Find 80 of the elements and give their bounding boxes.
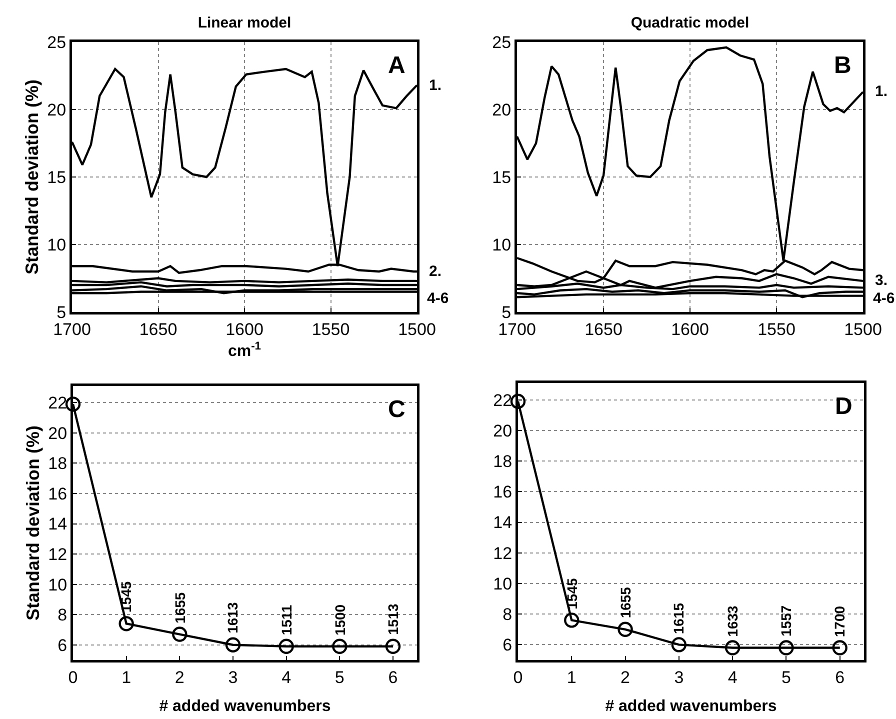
y-tick-label: 18: [48, 454, 68, 474]
y-tick-label: 8: [58, 606, 68, 625]
x-axis-title: # added wavenumbers: [605, 698, 777, 715]
x-tick-label: 0: [68, 668, 78, 687]
series-label: 1.: [429, 77, 442, 94]
x-axis-title: cm$^{-1}$: [228, 340, 262, 360]
annotation: 1655: [172, 592, 188, 624]
annotation: 1633: [724, 605, 740, 637]
y-tick-label: 20: [493, 421, 512, 440]
y-tick-label: 10: [47, 235, 66, 254]
y-tick-label: 5: [502, 302, 512, 322]
y-axis-title: Standard deviation (%): [22, 79, 42, 275]
y-tick-label: 6: [502, 636, 512, 655]
chart-title: Quadratic model: [630, 14, 750, 32]
annotation: 1700: [832, 606, 848, 638]
x-tick-label: 6: [388, 668, 398, 687]
x-tick-label: 1650: [139, 320, 178, 339]
x-tick-label: 1700: [53, 320, 91, 339]
x-tick-label: 2: [174, 668, 184, 687]
annotation: C: [388, 396, 406, 423]
x-tick-label: 3: [228, 668, 238, 687]
chart-title: Linear model: [198, 14, 292, 32]
series-label: 1.: [875, 83, 888, 100]
annotation: B: [834, 52, 852, 79]
x-tick-label: 1650: [584, 320, 622, 339]
y-tick-label: 14: [493, 513, 512, 532]
annotation: 1655: [617, 586, 634, 618]
y-tick-label: 20: [492, 100, 512, 120]
y-tick-label: 25: [47, 32, 66, 52]
annotation: 1557: [778, 605, 794, 636]
annotation: 1511: [278, 604, 294, 636]
y-tick-label: 20: [48, 424, 68, 443]
x-tick-label: 1700: [498, 320, 536, 339]
series-label: 3.: [875, 272, 888, 289]
x-tick-label: 6: [835, 668, 845, 687]
annotation: 1615: [670, 602, 687, 634]
y-tick-label: 14: [48, 514, 68, 534]
y-tick-label: 8: [502, 605, 512, 624]
y-tick-label: 15: [492, 168, 512, 187]
x-axis-title: # added wavenumbers: [159, 698, 331, 715]
annotation: D: [835, 393, 852, 420]
annotation: 1613: [224, 602, 241, 634]
x-tick-label: 1600: [671, 320, 709, 339]
x-tick-label: 1500: [398, 320, 436, 339]
y-tick-label: 22: [48, 394, 68, 413]
y-tick-label: 12: [48, 544, 68, 564]
x-tick-label: 1500: [844, 320, 882, 339]
series-label: 2.: [429, 263, 442, 280]
annotation: 1513: [385, 604, 402, 635]
x-tick-label: 5: [334, 668, 344, 687]
x-tick-label: 5: [781, 668, 791, 687]
y-tick-label: 5: [56, 302, 66, 322]
y-tick-label: 16: [48, 484, 68, 504]
y-tick-label: 10: [48, 575, 68, 594]
y-tick-label: 16: [493, 482, 512, 502]
x-tick-label: 1: [122, 668, 132, 687]
y-tick-label: 6: [58, 636, 68, 655]
x-tick-label: 1600: [226, 320, 264, 339]
x-tick-label: 0: [513, 668, 523, 687]
x-tick-label: 2: [620, 668, 630, 687]
x-tick-label: 4: [282, 668, 292, 687]
y-tick-label: 12: [493, 544, 512, 563]
annotation: A: [388, 52, 406, 79]
text: 4-6: [873, 290, 895, 307]
y-tick-label: 25: [492, 32, 512, 52]
x-tick-label: 1550: [758, 320, 796, 339]
y-tick-label: 10: [492, 235, 512, 254]
x-tick-label: 1: [566, 668, 576, 687]
x-tick-label: 1550: [312, 320, 350, 339]
text: 4-6: [427, 290, 449, 307]
y-axis-title: Standard deviation (%): [23, 425, 44, 621]
x-tick-label: 4: [728, 668, 738, 687]
annotation: 1545: [564, 578, 580, 610]
y-tick-label: 15: [47, 168, 66, 187]
annotation: 1500: [332, 604, 348, 636]
x-tick-label: 3: [674, 668, 684, 687]
y-tick-label: 20: [47, 100, 66, 120]
y-tick-label: 22: [493, 390, 512, 410]
y-tick-label: 10: [493, 574, 512, 594]
y-tick-label: 18: [493, 452, 512, 471]
